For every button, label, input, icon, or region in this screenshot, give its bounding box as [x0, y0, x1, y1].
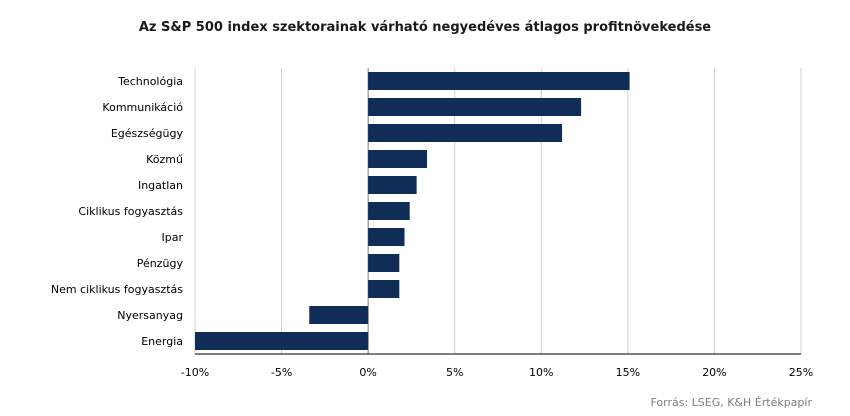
bar — [368, 72, 630, 90]
x-tick-label: -5% — [271, 366, 292, 379]
bar — [368, 124, 563, 142]
x-tick-label: -10% — [181, 366, 209, 379]
bar — [368, 228, 405, 246]
category-labels: Technológia Kommunikáció Egészségügy Közmű I… — [51, 75, 184, 348]
x-tick-label: 10% — [529, 366, 553, 379]
category-label: Energia — [141, 335, 183, 348]
bar — [368, 176, 417, 194]
bar — [195, 332, 369, 350]
source-note: Forrás: LSEG, K&H Értékpapír — [650, 396, 812, 409]
category-label: Közmű — [146, 153, 183, 166]
bar — [368, 280, 400, 298]
category-label: Technológia — [117, 75, 183, 88]
category-label: Ipar — [162, 231, 184, 244]
category-label: Pénzügy — [137, 257, 184, 270]
bars — [195, 72, 630, 350]
x-tick-label: 15% — [616, 366, 640, 379]
bar — [368, 202, 410, 220]
category-label: Ingatlan — [138, 179, 183, 192]
category-label: Nyersanyag — [117, 309, 183, 322]
bar — [368, 254, 400, 272]
category-label: Egészségügy — [111, 127, 184, 140]
x-tick-label: 0% — [359, 366, 376, 379]
category-label: Kommunikáció — [102, 101, 183, 114]
x-tick-labels: -10% -5% 0% 5% 10% 15% 20% 25% — [181, 366, 813, 379]
chart-title: Az S&P 500 index szektorainak várható ne… — [138, 20, 712, 35]
category-label: Ciklikus fogyasztás — [78, 205, 183, 218]
category-label: Nem ciklikus fogyasztás — [51, 283, 183, 296]
bar — [368, 98, 582, 116]
x-tick-label: 25% — [789, 366, 813, 379]
x-tick-label: 5% — [446, 366, 463, 379]
bar — [309, 306, 369, 324]
x-tick-label: 20% — [702, 366, 726, 379]
bar — [368, 150, 428, 168]
